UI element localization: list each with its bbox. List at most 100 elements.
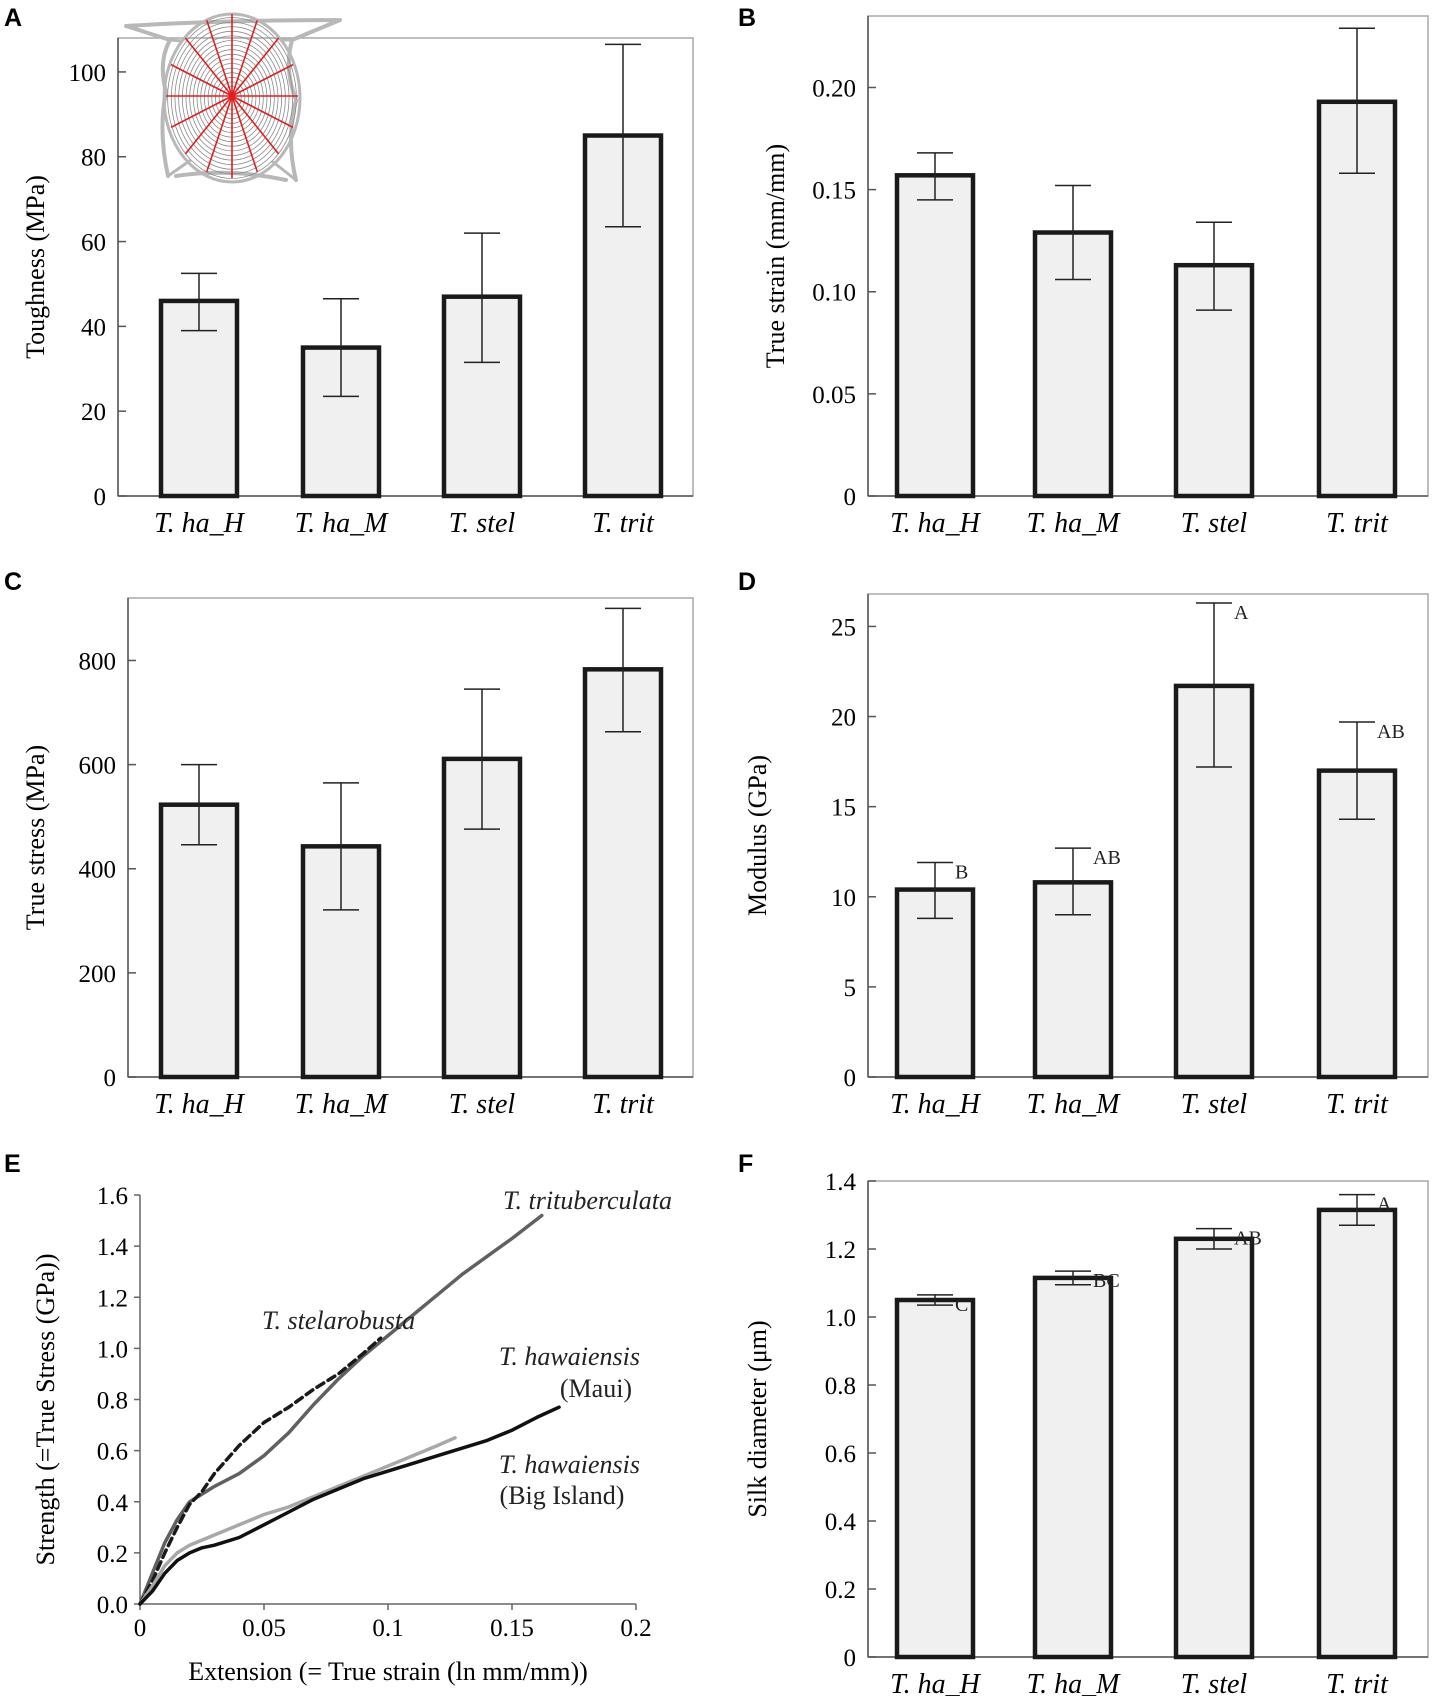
- panel-e-stress-strain-curves: E 0.0 0.2 0.4 0.6 0.8 1.0 1.2 1.4 1.6 0 0.05 0.1 0.15…: [4, 1150, 672, 1686]
- web-radius: [170, 63, 233, 97]
- y-tick-label: 15: [831, 795, 856, 822]
- y-tick-label: 800: [79, 648, 117, 675]
- bar: [582, 667, 664, 1080]
- bar: [1173, 1236, 1255, 1660]
- curve-t-trituberculata: [138, 1213, 544, 1606]
- annotation-t-hawaiensis-maui: T. hawaiensis: [499, 1342, 640, 1371]
- curve-t-hawaiensis-maui: [138, 1436, 457, 1606]
- y-tick-label: 0.2: [97, 1541, 128, 1568]
- web-anchor-thread: [295, 98, 299, 103]
- spider-web-icon: [124, 12, 342, 184]
- category-label: T. stel: [1181, 1669, 1248, 1696]
- y-tick-label: 0: [844, 484, 857, 511]
- category-label: T. ha_H: [890, 508, 981, 539]
- y-tick-label: 10: [831, 885, 856, 912]
- annotation-t-stelarobusta: T. stelarobusta: [262, 1306, 415, 1335]
- category-label: T. stel: [1181, 1089, 1248, 1120]
- web-radius: [231, 95, 280, 155]
- y-tick-label: 20: [831, 705, 856, 732]
- category-label: T. ha_H: [154, 1089, 245, 1120]
- x-tick-label: 0.15: [490, 1615, 534, 1642]
- category-label: T. trit: [1326, 1089, 1389, 1120]
- category-label: T. ha_H: [890, 1089, 981, 1120]
- y-tick-label: 60: [81, 230, 106, 257]
- x-tick-label: 0.05: [242, 1615, 286, 1642]
- y-tick-label: 200: [79, 961, 117, 988]
- y-tick-label: 600: [79, 753, 117, 780]
- y-tick-label: 0.0: [97, 1592, 128, 1619]
- web-radius: [231, 95, 259, 173]
- category-label: T. trit: [1326, 508, 1389, 539]
- significance-letter: A: [1234, 602, 1249, 624]
- y-axis-label: True stress (MPa): [21, 745, 50, 930]
- web-radius: [205, 95, 233, 173]
- bar: [894, 1297, 976, 1660]
- panel-label: C: [4, 568, 22, 596]
- bar: [158, 298, 240, 499]
- category-label: T. trit: [592, 508, 655, 539]
- bar: [1032, 1275, 1114, 1660]
- panel-label: F: [738, 1150, 753, 1178]
- x-tick-label: 0.2: [620, 1615, 651, 1642]
- y-tick-label: 0.2: [825, 1577, 856, 1604]
- y-axis-label: Modulus (GPa): [743, 755, 772, 916]
- panel-label: E: [4, 1150, 21, 1178]
- significance-letter: AB: [1234, 1228, 1262, 1250]
- category-label: T. ha_M: [295, 1089, 389, 1120]
- y-tick-label: 20: [81, 399, 106, 426]
- panel-d-modulus-chart: D 0 5 10 15 20 25 Modulus (GPa) T. ha_H B T. ha_M A…: [738, 568, 1429, 1120]
- y-tick-label: 5: [844, 975, 857, 1002]
- y-tick-label: 1.0: [825, 1305, 856, 1332]
- web-anchor-thread: [169, 38, 184, 43]
- significance-letter: B: [955, 862, 968, 884]
- web-radius: [205, 19, 233, 97]
- x-tick-label: 0.1: [372, 1615, 403, 1642]
- category-label: T. trit: [1326, 1669, 1389, 1696]
- y-tick-label: 0: [94, 484, 107, 511]
- significance-letter: C: [955, 1294, 968, 1316]
- y-tick-label: 0.6: [97, 1439, 128, 1466]
- panel-label: D: [738, 568, 756, 596]
- category-label: T. ha_M: [1027, 508, 1121, 539]
- web-radius: [231, 19, 259, 97]
- y-axis-label: True strain (mm/mm): [761, 144, 790, 368]
- bar: [1316, 1207, 1398, 1660]
- y-tick-label: 100: [69, 60, 107, 87]
- category-label: T. trit: [592, 1089, 655, 1120]
- y-tick-label: 0: [844, 1065, 857, 1092]
- category-label: T. stel: [449, 1089, 516, 1120]
- web-radius: [170, 95, 233, 129]
- x-tick-label: 0: [134, 1615, 147, 1642]
- bar: [894, 173, 976, 499]
- web-radius: [231, 63, 294, 97]
- y-tick-label: 0: [844, 1645, 857, 1672]
- y-tick-label: 0.10: [812, 280, 856, 307]
- web-radius: [184, 37, 233, 97]
- web-radius: [231, 37, 280, 97]
- significance-letter: BC: [1093, 1270, 1120, 1292]
- annotation-maui: (Maui): [560, 1374, 632, 1403]
- significance-letter: AB: [1093, 847, 1121, 869]
- panel-c-true-stress-chart: C 0 200 400 600 800 True stress (MPa) T. ha_H T.…: [4, 568, 694, 1120]
- significance-letter: AB: [1377, 721, 1405, 743]
- y-tick-label: 0.20: [812, 75, 856, 102]
- y-tick-label: 400: [79, 857, 117, 884]
- y-tick-label: 0.05: [812, 382, 856, 409]
- y-axis-label: Silk diameter (μm): [743, 1320, 772, 1517]
- y-tick-label: 0.6: [825, 1441, 856, 1468]
- category-label: T. ha_M: [1027, 1089, 1121, 1120]
- web-anchor-thread: [271, 160, 297, 182]
- curve-t-hawaiensis-big-island: [138, 1405, 561, 1606]
- y-tick-label: 0.8: [97, 1388, 128, 1415]
- y-tick-label: 0.4: [825, 1509, 857, 1536]
- y-tick-label: 1.4: [97, 1234, 129, 1261]
- annotation-t-hawaiensis-big-island: T. hawaiensis: [499, 1450, 640, 1479]
- panel-label: A: [4, 4, 22, 32]
- annotation-big-island: (Big Island): [500, 1481, 625, 1510]
- category-label: T. stel: [449, 508, 516, 539]
- y-tick-label: 0.4: [97, 1490, 129, 1517]
- category-label: T. ha_H: [890, 1669, 981, 1696]
- web-radius: [231, 95, 294, 129]
- y-axis-label: Toughness (MPa): [21, 175, 50, 359]
